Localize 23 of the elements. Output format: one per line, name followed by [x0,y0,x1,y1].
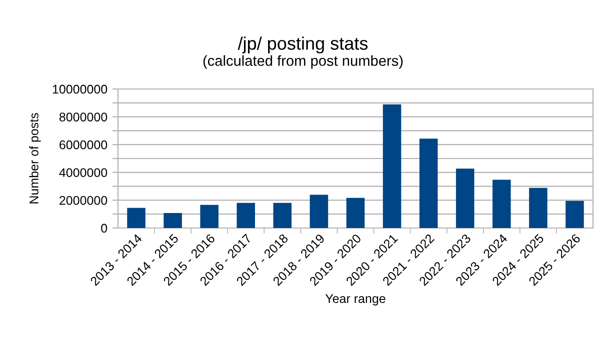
bar [529,188,548,228]
bar [310,194,328,228]
bar [127,208,146,228]
y-axis-title: Number of posts [29,113,41,204]
y-tick-label: 0 [101,224,108,233]
y-tick-label: 2000000 [60,196,108,205]
bar [492,180,511,228]
bar [566,200,584,228]
bar [346,198,365,228]
bar [236,202,256,228]
bar [456,168,474,228]
y-tick-label: 4000000 [59,168,108,178]
bar [273,202,292,228]
chart-title: /jp/ posting stats [238,36,368,54]
bar [164,212,182,228]
bar [200,204,218,228]
bar [382,104,402,228]
chart-subtitle: (calculated from post numbers) [203,55,403,69]
y-tick-label: 8000000 [59,112,108,122]
y-tick-label: 6000000 [60,140,108,150]
bar [419,138,438,228]
y-tick-label: 10000000 [52,84,108,94]
x-axis-title: Year range [325,294,386,306]
